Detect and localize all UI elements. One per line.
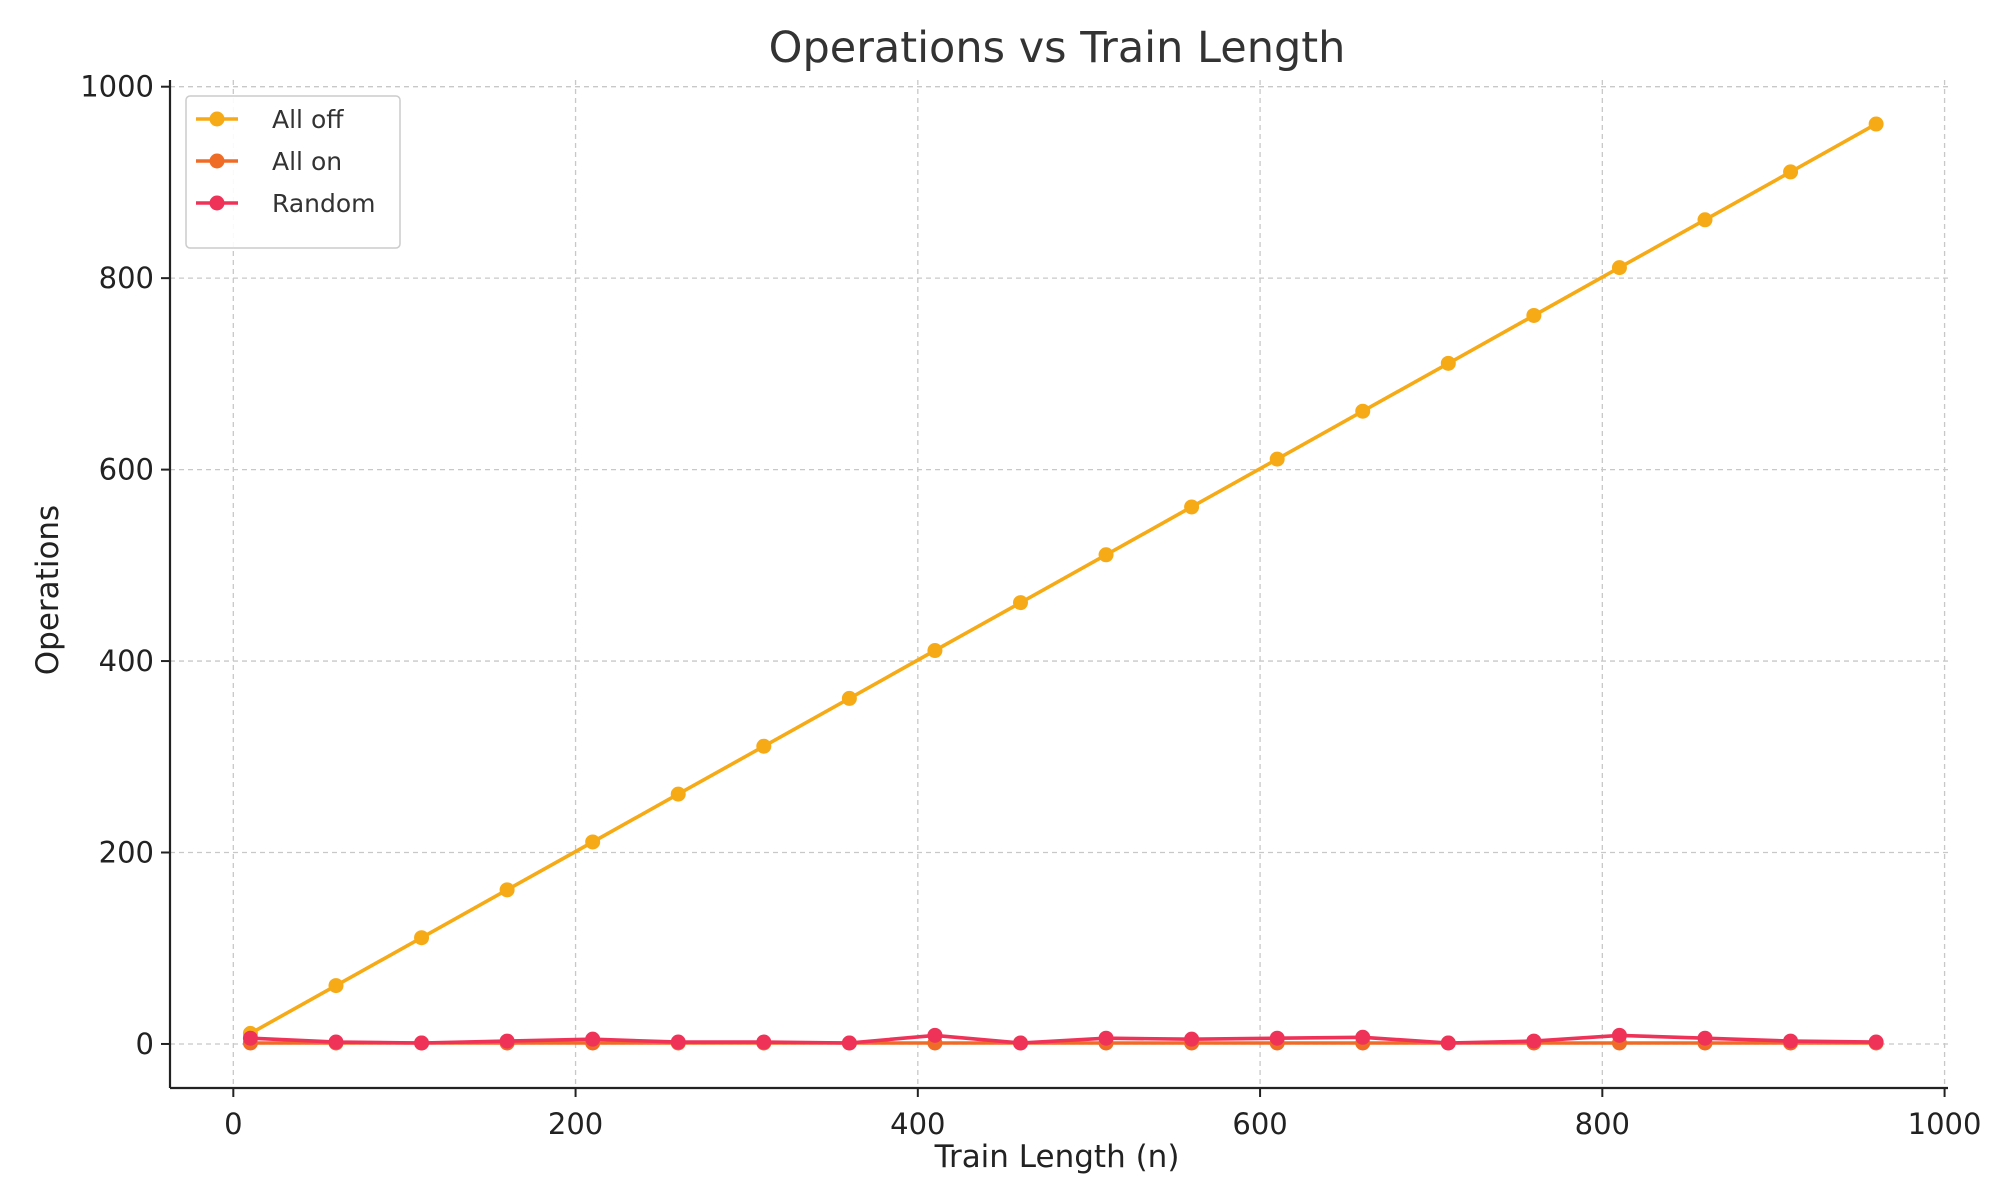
- x-tick-label: 600: [1232, 1107, 1287, 1141]
- series-line-all-off: [248, 122, 1878, 1036]
- legend-frame: [185, 95, 401, 249]
- grid-layer: [170, 80, 1948, 1088]
- y-tick-label: 200: [99, 836, 154, 870]
- legend-label: All off: [272, 105, 344, 134]
- data-point-random: [841, 1035, 857, 1051]
- data-point-random: [1526, 1033, 1542, 1049]
- x-tick-label: 800: [1575, 1107, 1630, 1141]
- x-axis-label: Train Length (n): [934, 1139, 1180, 1175]
- data-point-all-off: [1184, 499, 1200, 515]
- data-point-all-off: [1355, 403, 1371, 419]
- data-point-all-off: [1098, 547, 1114, 563]
- x-tick-label: 400: [890, 1107, 945, 1141]
- chart-title: Operations vs Train Length: [769, 23, 1346, 73]
- x-tick-label: 1000: [1908, 1107, 1982, 1141]
- y-tick-label: 400: [99, 644, 154, 678]
- data-point-random: [1269, 1030, 1285, 1046]
- data-point-random: [328, 1034, 344, 1050]
- data-point-random: [499, 1033, 515, 1049]
- data-point-random: [1098, 1030, 1114, 1046]
- data-point-random: [1012, 1035, 1028, 1051]
- series-all-off: [242, 116, 1884, 1041]
- y-tick-label: 800: [99, 261, 154, 295]
- data-point-random: [414, 1035, 430, 1051]
- data-point-random: [1868, 1034, 1884, 1050]
- data-point-random: [927, 1027, 943, 1043]
- data-point-all-off: [927, 643, 943, 659]
- y-tick-label: 1000: [80, 70, 154, 104]
- data-point-all-off: [1611, 260, 1627, 276]
- data-point-all-off: [1783, 164, 1799, 180]
- data-point-all-off: [670, 786, 686, 802]
- data-point-all-off: [756, 738, 772, 754]
- data-point-random: [242, 1030, 258, 1046]
- axes-layer: 0 200 400 600 800 1000 0 200 400 600 800 1000: [80, 70, 1981, 1141]
- data-point-random: [670, 1034, 686, 1050]
- data-point-all-off: [328, 978, 344, 994]
- data-point-all-off: [1697, 212, 1713, 228]
- data-point-all-off: [414, 930, 430, 946]
- data-point-random: [1440, 1035, 1456, 1051]
- legend-swatch-marker: [209, 153, 225, 169]
- series-random: [242, 1027, 1884, 1051]
- legend-label: All on: [272, 147, 342, 176]
- data-point-all-off: [1269, 451, 1285, 467]
- legend-label: Random: [272, 189, 376, 218]
- x-tick-label: 200: [548, 1107, 603, 1141]
- data-point-all-off: [841, 690, 857, 706]
- series-layer: [242, 116, 1884, 1051]
- legend-swatch-marker: [209, 195, 225, 211]
- legend-item-all-off: All off: [196, 105, 344, 134]
- data-point-all-off: [1868, 116, 1884, 132]
- data-point-all-off: [1526, 307, 1542, 323]
- y-tick-label: 0: [136, 1027, 154, 1061]
- x-tick-label: 0: [224, 1107, 242, 1141]
- data-point-random: [1355, 1029, 1371, 1045]
- data-point-random: [1611, 1027, 1627, 1043]
- data-point-random: [585, 1031, 601, 1047]
- data-point-random: [1783, 1033, 1799, 1049]
- y-tick-label: 600: [99, 453, 154, 487]
- data-point-all-off: [1012, 595, 1028, 611]
- data-point-all-off: [585, 834, 601, 850]
- legend-item-random: Random: [196, 189, 376, 218]
- series-line-random: [248, 1033, 1878, 1045]
- data-point-random: [756, 1034, 772, 1050]
- legend-swatch-marker: [209, 111, 225, 127]
- data-point-random: [1184, 1031, 1200, 1047]
- data-point-all-off: [499, 882, 515, 898]
- y-axis-label: Operations: [30, 505, 66, 675]
- data-point-random: [1697, 1030, 1713, 1046]
- legend-item-all-on: All on: [196, 147, 342, 176]
- legend: All off All on Random: [185, 95, 401, 249]
- data-point-all-off: [1440, 355, 1456, 371]
